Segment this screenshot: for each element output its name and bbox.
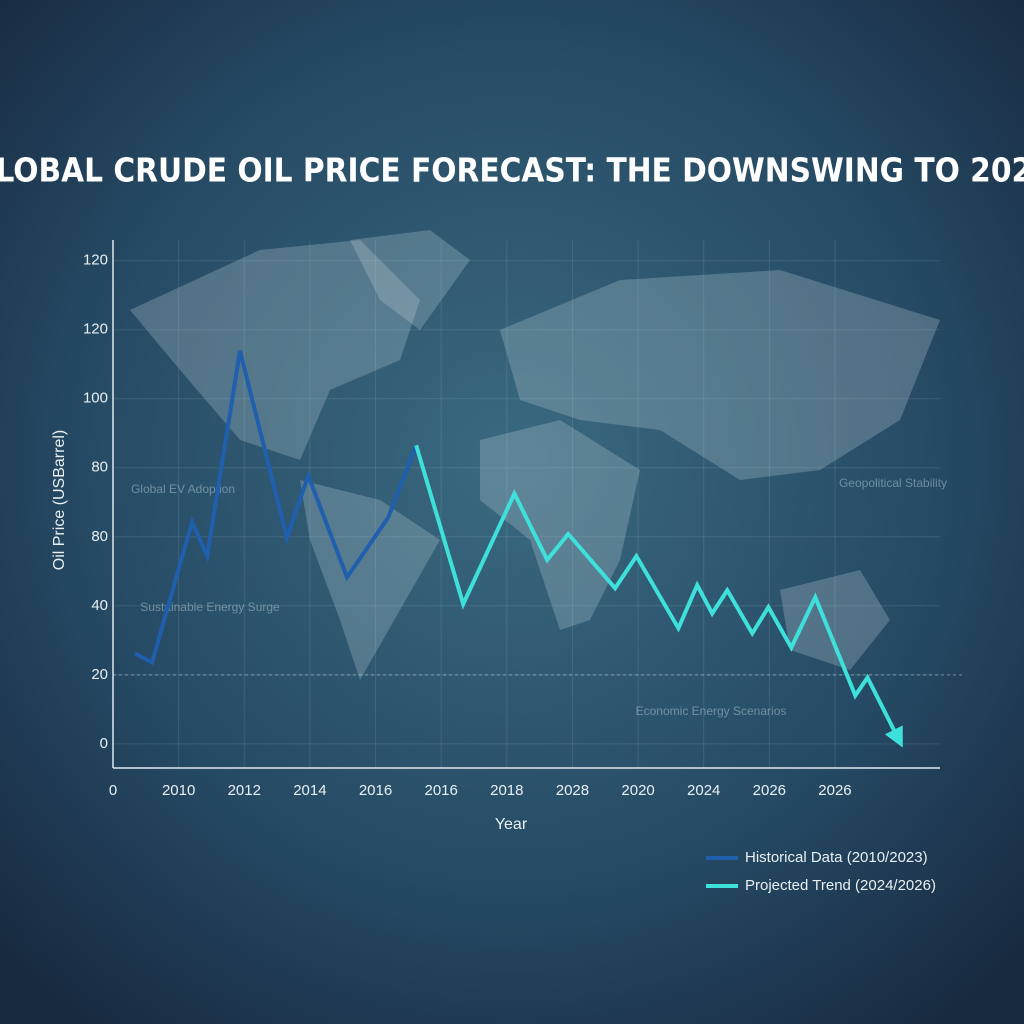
x-tick-label: 2010: [162, 782, 195, 799]
y-tick-label: 0: [100, 735, 108, 752]
x-tick-label: 2020: [621, 782, 654, 799]
x-tick-label: 2012: [228, 782, 261, 799]
world-map: [130, 230, 940, 680]
chart-title: GLOBAL CRUDE OIL PRICE FORECAST: THE DOW…: [0, 151, 1024, 190]
data-line: [414, 444, 903, 748]
x-tick-label: 2016: [424, 782, 457, 799]
y-tick-label: 100: [83, 390, 108, 407]
y-tick-label: 120: [83, 252, 108, 269]
annotation: Economic Energy Scenarios: [636, 704, 787, 718]
annotation: Global EV Adoption: [131, 482, 235, 496]
legend-label: Historical Data (2010/2023): [745, 849, 928, 866]
x-tick-label: 2018: [490, 782, 523, 799]
x-axis-label: Year: [495, 816, 528, 833]
x-tick-label: 2024: [687, 782, 720, 799]
annotation: Geopolitical Stability: [839, 476, 947, 490]
y-tick-label: 20: [91, 666, 108, 683]
annotation: Sustainable Energy Surge: [140, 600, 280, 614]
x-tick-label: 2026: [753, 782, 786, 799]
y-axis-label: Oil Price (USBarrel): [51, 430, 68, 570]
x-tick-label: 2014: [293, 782, 326, 799]
x-tick-label: 2016: [359, 782, 392, 799]
y-tick-label: 80: [91, 528, 108, 545]
data-line: [134, 350, 419, 666]
legend-label: Projected Trend (2024/2026): [745, 877, 936, 894]
y-tick-label: 40: [91, 597, 108, 614]
x-tick-label: 2028: [556, 782, 589, 799]
x-tick-label: 2026: [818, 782, 851, 799]
y-tick-label: 80: [91, 459, 108, 476]
x-tick-label: 0: [109, 782, 117, 799]
y-tick-label: 120: [83, 321, 108, 338]
